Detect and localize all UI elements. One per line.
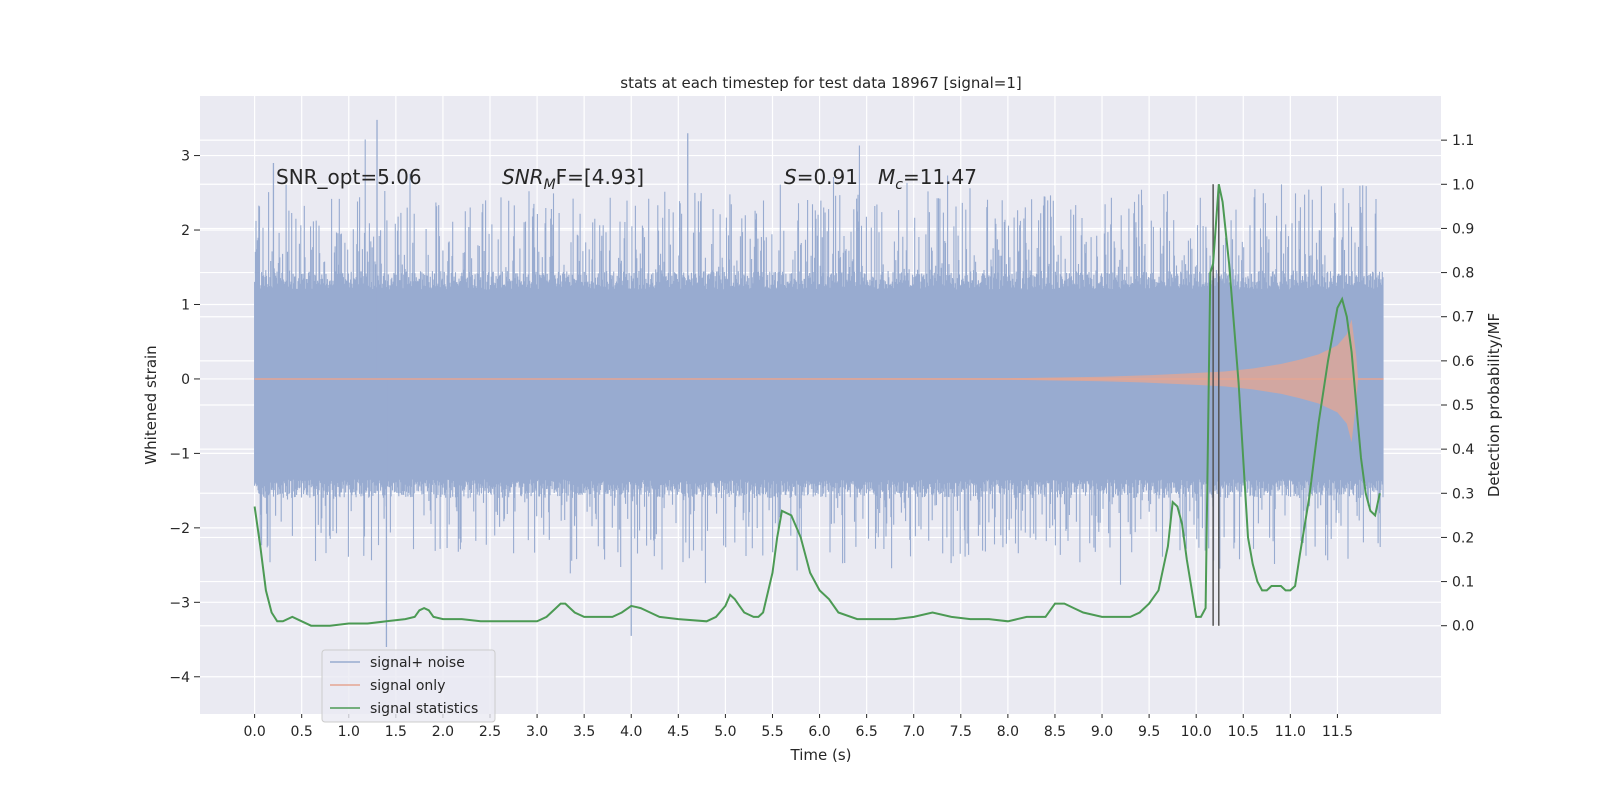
x-tick-label: 6.5: [856, 724, 878, 740]
x-tick-label: 8.5: [1044, 724, 1066, 740]
x-tick-label: 5.0: [714, 724, 736, 740]
y-right-tick-label: 0.9: [1452, 221, 1474, 237]
chart-title: stats at each timestep for test data 189…: [620, 74, 1021, 92]
y-right-tick-label: 0.7: [1452, 310, 1474, 326]
y-left-tick-label: 2: [181, 223, 190, 239]
annotation-snr-mf-symbol: SNR: [502, 165, 544, 189]
axis-ticks: 0.0 0.5 1.0 1.5 2.0 2.5 3.0 3.5 4.0 4.5 5.0 5.5 6.0 6…: [169, 133, 1474, 740]
x-tick-label: 0.0: [243, 724, 265, 740]
x-tick-label: 2.0: [432, 724, 454, 740]
x-tick-label: 9.5: [1138, 724, 1160, 740]
y-left-tick-label: −2: [169, 521, 190, 537]
x-tick-label: 4.5: [667, 724, 689, 740]
annotation-mc: Mc=11.47: [878, 165, 977, 193]
x-tick-label: 8.0: [997, 724, 1019, 740]
signal-plus-noise-series: [254, 119, 1384, 647]
x-tick-label: 4.0: [620, 724, 642, 740]
x-tick-label: 11.0: [1275, 724, 1306, 740]
signal-statistics-series: [253, 184, 1381, 627]
legend-label-signal-statistics: signal statistics: [370, 701, 478, 717]
y-left-tick-label: −3: [169, 595, 190, 611]
y-right-tick-label: 0.2: [1452, 530, 1474, 546]
y-right-tick-label: 0.3: [1452, 486, 1474, 502]
y-right-tick-label: 1.0: [1452, 177, 1474, 193]
y-right-tick-label: 0.5: [1452, 398, 1474, 414]
x-tick-label: 3.0: [526, 724, 548, 740]
x-axis-label: Time (s): [790, 746, 852, 764]
y-right-tick-label: 1.1: [1452, 133, 1474, 149]
x-tick-label: 10.0: [1181, 724, 1212, 740]
y-left-tick-label: 1: [181, 297, 190, 313]
x-tick-label: 11.5: [1322, 724, 1353, 740]
annotation-mc-subscript: c: [895, 177, 903, 193]
x-tick-label: 6.0: [808, 724, 830, 740]
annotation-mc-value: =11.47: [903, 165, 977, 189]
signal-statistics-line: [253, 184, 1381, 627]
annotation-snr-opt: SNR_opt=5.06: [276, 165, 422, 189]
annotation-s: S=0.91: [784, 165, 858, 189]
annotation-snr-mf-subscript: M: [544, 177, 556, 193]
y-axis-label-right: Detection probability/MF: [1485, 313, 1503, 497]
x-tick-label: 1.0: [338, 724, 360, 740]
y-left-tick-label: 3: [181, 149, 190, 165]
annotation-snr-mf: SNRMF=[4.93]: [502, 165, 644, 193]
y-left-tick-label: −1: [169, 446, 190, 462]
y-right-tick-label: 0.4: [1452, 442, 1474, 458]
y-left-tick-label: 0: [181, 372, 190, 388]
x-tick-label: 0.5: [291, 724, 313, 740]
y-right-tick-label: 0.6: [1452, 354, 1474, 370]
x-tick-label: 9.0: [1091, 724, 1113, 740]
legend: signal+ noise signal only signal statist…: [321, 649, 496, 723]
legend-box: [321, 649, 496, 723]
legend-label-signal-noise: signal+ noise: [370, 655, 465, 671]
x-tick-label: 10.5: [1228, 724, 1259, 740]
x-tick-label: 5.5: [761, 724, 783, 740]
y-left-tick-label: −4: [169, 670, 190, 686]
y-axis-label-left: Whitened strain: [142, 345, 160, 464]
annotation-snr-mf-value: F=[4.93]: [556, 165, 644, 189]
signal-only-envelope: [254, 319, 1359, 443]
annotation-s-symbol: S: [784, 165, 797, 189]
y-right-tick-label: 0.0: [1452, 619, 1474, 635]
x-tick-label: 3.5: [573, 724, 595, 740]
annotation-mc-symbol: M: [878, 165, 895, 189]
x-tick-label: 7.5: [950, 724, 972, 740]
x-tick-label: 2.5: [479, 724, 501, 740]
x-tick-label: 1.5: [385, 724, 407, 740]
y-right-tick-label: 0.1: [1452, 575, 1474, 591]
x-tick-label: 7.0: [903, 724, 925, 740]
legend-label-signal-only: signal only: [370, 678, 445, 694]
y-right-tick-label: 0.8: [1452, 266, 1474, 282]
annotation-s-value: =0.91: [797, 165, 858, 189]
signal-only-series: [254, 319, 1384, 443]
